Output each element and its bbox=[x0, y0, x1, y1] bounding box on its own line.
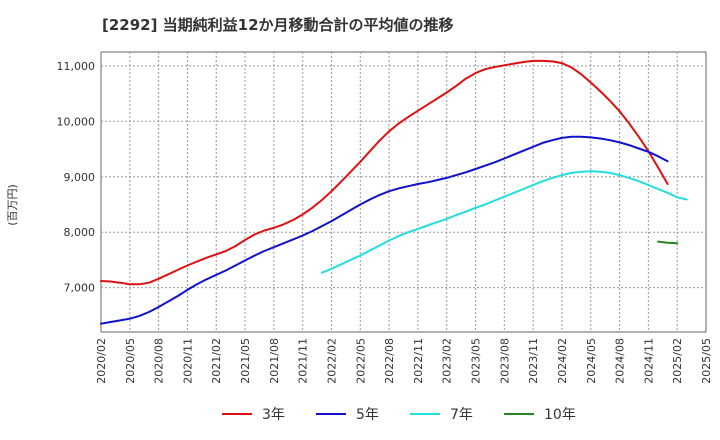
x-tick-label: 2020/02 bbox=[95, 338, 108, 384]
x-tick-label: 2021/11 bbox=[297, 338, 310, 384]
x-tick-label: 2021/05 bbox=[239, 338, 252, 384]
y-tick-label: 11,000 bbox=[57, 60, 96, 73]
series-lines bbox=[100, 59, 688, 325]
grid bbox=[101, 52, 706, 332]
series-line-10年 bbox=[657, 240, 679, 245]
plot-area bbox=[100, 51, 707, 333]
y-tick-label: 10,000 bbox=[57, 115, 96, 128]
x-tick-label: 2023/11 bbox=[527, 338, 540, 384]
x-tick-label: 2020/08 bbox=[153, 338, 166, 384]
x-tick-label: 2021/02 bbox=[210, 338, 223, 384]
series-line-3年 bbox=[100, 59, 669, 286]
legend-label: 3年 bbox=[262, 407, 285, 423]
x-tick-label: 2025/05 bbox=[700, 338, 713, 384]
x-tick-label: 2021/08 bbox=[268, 338, 281, 384]
x-axis-ticks: 2020/02 2020/05 2020/08 2020/11 2021/02 2021/… bbox=[95, 338, 713, 384]
series-line-7年 bbox=[320, 170, 688, 274]
x-tick-label: 2023/08 bbox=[498, 338, 511, 384]
y-axis-label: (百万円) bbox=[6, 184, 19, 226]
y-tick-label: 9,000 bbox=[64, 171, 96, 184]
x-tick-label: 2025/02 bbox=[671, 338, 684, 384]
series-line-5年 bbox=[100, 135, 669, 325]
x-tick-label: 2024/11 bbox=[642, 338, 655, 384]
x-tick-label: 2024/02 bbox=[556, 338, 569, 384]
x-tick-label: 2020/05 bbox=[124, 338, 137, 384]
chart-title: [2292] 当期純利益12か月移動合計の平均値の推移 bbox=[102, 16, 454, 34]
x-tick-label: 2022/05 bbox=[354, 338, 367, 384]
x-tick-label: 2024/08 bbox=[614, 338, 627, 384]
x-tick-label: 2020/11 bbox=[181, 338, 194, 384]
legend-label: 7年 bbox=[450, 407, 473, 423]
legend-label: 5年 bbox=[356, 407, 379, 423]
x-tick-label: 2022/11 bbox=[412, 338, 425, 384]
x-tick-label: 2024/05 bbox=[585, 338, 598, 384]
x-tick-label: 2023/02 bbox=[441, 338, 454, 384]
x-tick-label: 2022/08 bbox=[383, 338, 396, 384]
legend-label: 10年 bbox=[544, 407, 576, 423]
y-axis-ticks: 7,000 8,000 9,000 10,000 11,000 bbox=[57, 60, 96, 295]
y-tick-label: 7,000 bbox=[64, 282, 96, 295]
legend: 3年 5年 7年 10年 bbox=[222, 407, 576, 423]
y-tick-label: 8,000 bbox=[64, 226, 96, 239]
x-tick-label: 2022/02 bbox=[325, 338, 338, 384]
x-tick-label: 2023/05 bbox=[470, 338, 483, 384]
